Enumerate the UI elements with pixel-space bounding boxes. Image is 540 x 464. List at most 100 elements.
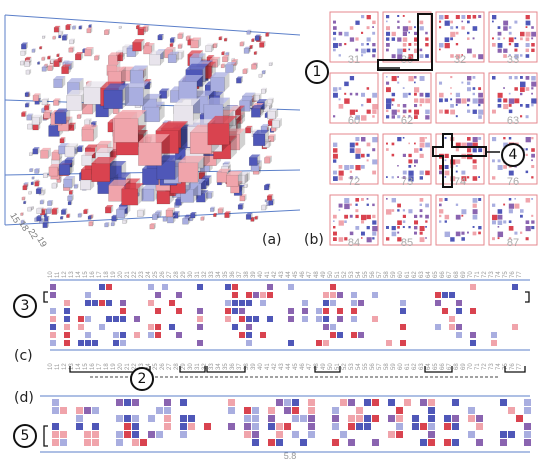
matrix-cell	[64, 308, 70, 314]
matrix-cell	[323, 308, 329, 314]
cube-mark	[118, 25, 122, 29]
matrix-cell	[232, 292, 238, 298]
matrix-cell	[188, 423, 195, 430]
matrix-tile[interactable]	[329, 194, 379, 246]
tile-cell	[444, 165, 449, 169]
cube-mark	[77, 212, 83, 218]
tile-cell	[472, 26, 478, 31]
matrix-cell	[76, 423, 83, 430]
column-tick: 49	[321, 271, 327, 278]
tile-cell	[338, 54, 341, 57]
tile-cell	[391, 209, 395, 212]
matrix-cell	[358, 332, 364, 338]
column-tick: 30	[188, 363, 194, 370]
matrix-tile[interactable]	[329, 11, 379, 63]
tile-cell	[391, 115, 396, 119]
tile-cell	[402, 26, 409, 32]
tile-cell	[472, 159, 477, 164]
tile-cell	[514, 54, 519, 59]
tile-cell	[503, 20, 509, 26]
matrix-cell	[337, 292, 343, 298]
tile-cell	[525, 20, 531, 26]
matrix-cell	[449, 324, 455, 330]
matrix-tile[interactable]	[435, 11, 485, 63]
tile-cell	[478, 198, 482, 201]
matrix-cell	[356, 407, 363, 414]
tile-cell	[531, 198, 534, 200]
column-tick: 29	[181, 271, 187, 278]
matrix-tile[interactable]	[488, 194, 538, 246]
matrix-tile[interactable]	[329, 133, 379, 185]
cube-mark	[248, 154, 261, 166]
matrix-tile[interactable]	[435, 194, 485, 246]
panel-b-tile-grid[interactable]: 31 30 32 33 60 62 63 72 73 74 76 84 85 87 (b)	[300, 0, 540, 255]
cube-mark	[210, 72, 230, 92]
detail-strip-canvas[interactable]: 5.8	[0, 384, 540, 461]
column-tick: 19	[111, 363, 117, 370]
cube-mark	[210, 206, 216, 212]
tile-cell	[425, 142, 430, 148]
cube-mark	[205, 43, 214, 53]
tile-cell	[408, 109, 412, 113]
cube-mark	[84, 118, 92, 126]
matrix-tile[interactable]	[488, 11, 538, 63]
panel-c-matrix-strip[interactable]: 10 10 11 11 12 12 13 13 14 14 15 15 16 16 17 17 18 18 19 19…	[0, 262, 540, 384]
cube-mark	[237, 203, 245, 210]
axis-tick-label: 19	[35, 235, 49, 249]
group-bracket	[69, 366, 151, 373]
cube-mark	[53, 76, 66, 88]
matrix-strip-canvas[interactable]: 1010111112121313141415151616171718181919…	[0, 262, 540, 384]
tile-cell	[531, 220, 535, 224]
tile-cell	[450, 104, 454, 108]
cube-mark	[42, 172, 49, 178]
matrix-tile[interactable]	[382, 11, 432, 63]
matrix-cell	[348, 415, 355, 422]
tile-cell	[386, 48, 389, 52]
cube-mark	[190, 211, 197, 219]
panel-d-detail-strip[interactable]: 5.8 (d)	[0, 384, 540, 461]
cube-mark	[224, 211, 231, 218]
column-tick: 18	[104, 363, 110, 370]
matrix-cell	[197, 340, 203, 346]
matrix-cell	[449, 316, 455, 322]
matrix-tile[interactable]	[382, 194, 432, 246]
tile-cell	[450, 26, 454, 30]
tile-cell	[419, 26, 424, 31]
matrix-cell	[132, 415, 139, 422]
column-tick: 70	[468, 271, 474, 278]
column-tick: 45	[293, 363, 299, 370]
cube-mark	[21, 111, 27, 117]
cube-mark	[177, 32, 184, 39]
cube-mark	[58, 160, 74, 176]
matrix-tile[interactable]	[435, 72, 485, 124]
column-tick: 77	[517, 271, 523, 278]
matrix-cell	[252, 439, 259, 446]
matrix-tile[interactable]	[382, 72, 432, 124]
matrix-tile[interactable]	[329, 72, 379, 124]
tile-cell	[525, 76, 530, 80]
column-tick: 13	[69, 271, 75, 278]
column-tick: 25	[153, 363, 159, 370]
matrix-cell	[388, 399, 395, 406]
matrix-cell	[442, 292, 448, 298]
matrix-tile[interactable]	[488, 72, 538, 124]
matrix-cell	[396, 407, 403, 414]
tile-cell	[419, 214, 423, 218]
matrix-tile[interactable]	[382, 133, 432, 185]
tile-cell	[372, 220, 377, 225]
tile-cell	[333, 92, 338, 98]
matrix-cell	[308, 399, 315, 406]
matrix-cell	[244, 431, 251, 438]
tile-cell	[467, 231, 469, 234]
tile-cell	[333, 159, 337, 163]
column-tick: 61	[405, 271, 411, 278]
tile-cell	[508, 109, 513, 114]
matrix-cell	[52, 431, 59, 438]
column-tick: 70	[468, 363, 474, 370]
cube-mark	[261, 70, 266, 75]
panel-a-3d-view[interactable]: 15 18 22 19 (a)	[0, 0, 301, 255]
cube-mark	[121, 183, 144, 206]
tile-cell	[386, 43, 390, 47]
